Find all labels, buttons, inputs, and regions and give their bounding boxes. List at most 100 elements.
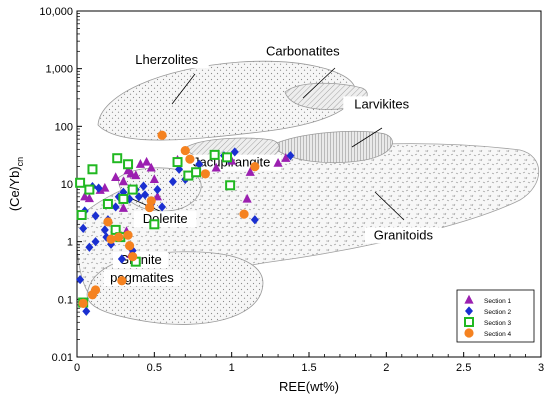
legend-marker-3 bbox=[464, 317, 474, 327]
series-4-point bbox=[185, 154, 195, 164]
series-2-point bbox=[91, 211, 100, 221]
series-3-point bbox=[123, 159, 134, 170]
series-2-point bbox=[250, 215, 259, 225]
series-1-point bbox=[211, 162, 221, 172]
legend-marker-2 bbox=[465, 306, 473, 316]
lherzolites-label: Lherzolites bbox=[135, 52, 198, 67]
series-2-point bbox=[139, 181, 148, 191]
lherzolites-leader bbox=[171, 73, 196, 105]
series-1-point bbox=[146, 162, 156, 172]
series-3-point bbox=[225, 180, 236, 191]
series-1-point bbox=[142, 156, 152, 166]
legend-label-3: Section 3 bbox=[484, 320, 511, 327]
rock-fields bbox=[76, 60, 540, 325]
series-4-point bbox=[90, 285, 101, 295]
series-2-point bbox=[141, 190, 150, 200]
series-3-point bbox=[209, 149, 220, 160]
series-2-point bbox=[153, 184, 162, 195]
legend-marker-1 bbox=[464, 294, 474, 304]
y-tick-label: 0.1 bbox=[58, 294, 73, 306]
series-4-point bbox=[128, 252, 138, 262]
series-4-point bbox=[145, 202, 155, 213]
series-3-point bbox=[127, 184, 138, 195]
series-2-point bbox=[158, 202, 167, 212]
larvikites-label: Larvikites bbox=[354, 96, 409, 111]
series-4-point bbox=[123, 230, 133, 240]
y-tick-label: 0.01 bbox=[52, 352, 73, 364]
series-3-point bbox=[102, 198, 113, 209]
series-2-point bbox=[100, 225, 109, 235]
series-2-point bbox=[91, 237, 100, 247]
series-2-point bbox=[79, 223, 88, 233]
legend-marker-4 bbox=[464, 328, 474, 338]
larvikites-label-bg bbox=[343, 96, 421, 113]
x-tick-label: 3 bbox=[538, 362, 544, 374]
series-2-point bbox=[230, 147, 239, 157]
y-tick-label: 10 bbox=[61, 179, 73, 191]
series-3-point bbox=[222, 152, 233, 163]
series-2-point bbox=[195, 159, 204, 169]
series-2-point bbox=[94, 183, 103, 193]
series-1-point bbox=[273, 157, 283, 167]
series-3-point bbox=[87, 164, 98, 175]
series-2-point bbox=[117, 254, 126, 264]
series-4-point bbox=[250, 162, 260, 172]
series-4-point bbox=[124, 241, 135, 251]
field-labels: LherzolitesCarbonatitesLarvikitesJacupir… bbox=[103, 43, 442, 286]
legend: Section 1 Section 2 Section 3 Section 4 bbox=[456, 289, 535, 343]
series-1-point bbox=[100, 182, 110, 192]
legend-label-1: Section 1 bbox=[484, 298, 511, 305]
series-4-point bbox=[114, 232, 124, 242]
legend-label-2: Section 2 bbox=[484, 309, 511, 316]
series-3-point bbox=[112, 153, 123, 164]
series-1-point bbox=[149, 174, 159, 184]
series-2-point bbox=[76, 274, 85, 285]
series-2-point bbox=[168, 177, 177, 187]
x-tick-label: 0 bbox=[74, 362, 80, 374]
series-1-point bbox=[84, 193, 94, 203]
y-tick-label: 1 bbox=[67, 237, 73, 249]
axes: 0 0.5 1 1.5 2 2.5 3 0.01 0.1 1 10 100 1,000 10,000 REE… bbox=[7, 6, 544, 394]
y-axis-label: (Ce/Yb)cn bbox=[7, 157, 25, 211]
y-tick-label: 10,000 bbox=[39, 6, 73, 18]
series-3-point bbox=[149, 219, 160, 230]
y-axis-label-subscript: cn bbox=[15, 157, 25, 167]
series-3-point bbox=[191, 167, 202, 178]
series-1-point bbox=[281, 153, 291, 162]
series-3-point bbox=[76, 210, 87, 221]
larvikites-field bbox=[271, 130, 393, 164]
lherzolites-label-bg bbox=[124, 52, 209, 69]
series-2-point bbox=[82, 306, 91, 316]
series-1-point bbox=[242, 193, 252, 203]
series-1-point bbox=[118, 176, 128, 186]
granitoids-leader bbox=[374, 191, 405, 221]
series-3-point bbox=[172, 157, 183, 168]
x-tick-label: 1.5 bbox=[301, 362, 316, 374]
legend-label-4: Section 4 bbox=[484, 331, 511, 338]
granitoids-label-bg bbox=[364, 227, 442, 244]
series-4-point bbox=[200, 169, 210, 179]
carbonatites-label-bg bbox=[257, 43, 349, 60]
series-4-point bbox=[180, 145, 190, 156]
series-4-point bbox=[239, 209, 249, 219]
data-points bbox=[75, 130, 295, 316]
x-axis-label: REE(wt%) bbox=[279, 379, 339, 394]
series-4-point bbox=[117, 276, 127, 286]
series-4-points bbox=[78, 130, 260, 309]
series-3-point bbox=[118, 193, 129, 204]
series-1-point bbox=[152, 191, 163, 201]
series-1-point bbox=[111, 172, 121, 182]
y-axis-label-main: (Ce/Yb) bbox=[7, 166, 22, 211]
carbonatites-label: Carbonatites bbox=[266, 43, 340, 58]
series-4-point bbox=[78, 298, 88, 309]
series-2-point bbox=[111, 202, 120, 212]
series-1-point bbox=[245, 167, 255, 176]
series-2-point bbox=[85, 242, 94, 252]
series-2-point bbox=[286, 151, 295, 161]
y-tick-label: 1,000 bbox=[45, 64, 73, 76]
x-tick-label: 2 bbox=[383, 362, 389, 374]
series-4-point bbox=[106, 234, 116, 244]
carbonatites-leader bbox=[302, 67, 336, 99]
larvikites-leader bbox=[351, 127, 383, 148]
